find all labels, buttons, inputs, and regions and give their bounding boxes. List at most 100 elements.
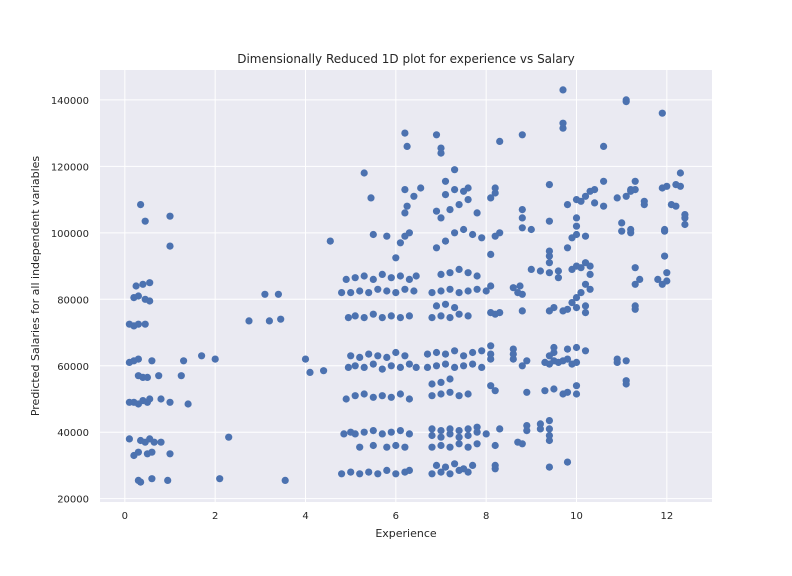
data-point (627, 225, 635, 234)
data-point (277, 315, 285, 323)
data-point (396, 239, 404, 247)
data-point (437, 427, 445, 435)
data-point (464, 425, 472, 433)
data-point (412, 363, 420, 371)
data-point (446, 269, 454, 277)
data-point (563, 388, 572, 396)
data-point (554, 274, 563, 282)
data-point (392, 289, 400, 297)
data-point (455, 433, 463, 441)
data-point (137, 201, 145, 209)
data-point (281, 476, 289, 484)
data-point (428, 392, 436, 400)
data-point (559, 124, 567, 132)
data-point (428, 470, 436, 478)
data-point (491, 184, 499, 192)
data-point (396, 272, 404, 280)
data-point (387, 428, 395, 436)
data-point (487, 350, 495, 358)
data-point (265, 317, 273, 325)
data-point (369, 310, 377, 318)
data-point (473, 209, 481, 217)
data-point (446, 314, 454, 322)
data-point (563, 458, 572, 466)
data-point (496, 309, 504, 317)
data-point (360, 169, 368, 177)
data-point (455, 265, 463, 273)
data-point (356, 287, 364, 295)
data-point (545, 425, 554, 433)
data-point (658, 109, 666, 117)
data-point (374, 352, 382, 360)
data-point (446, 388, 454, 396)
data-point (545, 463, 554, 471)
x-tick-label: 12 (660, 511, 673, 522)
data-point (157, 438, 165, 446)
data-point (487, 194, 495, 202)
data-point (437, 287, 445, 295)
data-point (148, 357, 156, 365)
data-point (180, 357, 188, 365)
data-point (403, 202, 411, 210)
data-point (396, 363, 404, 371)
data-point (577, 289, 585, 297)
data-point (464, 312, 472, 320)
x-tick-label: 8 (483, 511, 489, 522)
data-point (622, 377, 630, 385)
data-point (437, 312, 445, 320)
data-point (469, 360, 477, 368)
data-point (432, 461, 441, 469)
data-point (125, 435, 133, 443)
data-point (146, 279, 154, 287)
data-point (613, 355, 621, 363)
y-tick-label: 140000 (51, 96, 89, 107)
data-point (428, 443, 436, 451)
data-point (545, 252, 554, 260)
data-point (351, 274, 359, 282)
data-point (663, 269, 671, 277)
data-point (672, 202, 680, 210)
data-point (451, 347, 459, 355)
x-tick-label: 10 (570, 511, 583, 522)
y-tick-label: 60000 (57, 362, 89, 373)
data-point (148, 475, 156, 483)
data-point (417, 184, 425, 192)
data-point (491, 461, 499, 469)
data-point (177, 372, 185, 380)
data-point (132, 282, 140, 290)
data-point (518, 224, 526, 232)
data-point (464, 269, 472, 277)
data-point (487, 382, 495, 390)
data-point (432, 131, 441, 139)
data-point (403, 142, 411, 150)
data-point (326, 237, 334, 245)
data-point (401, 186, 409, 194)
data-point (618, 219, 626, 227)
chart-title: Dimensionally Reduced 1D plot for experi… (237, 52, 575, 66)
data-point (491, 189, 499, 197)
data-point (563, 244, 572, 252)
data-point (563, 355, 572, 363)
data-point (464, 184, 472, 192)
data-point (166, 242, 174, 250)
data-point (545, 436, 554, 445)
data-point (455, 289, 463, 297)
data-point (600, 177, 608, 185)
data-point (378, 430, 386, 438)
data-point (572, 382, 581, 390)
data-point (455, 440, 463, 448)
data-point (469, 461, 477, 469)
y-tick-label: 80000 (57, 295, 89, 306)
data-point (572, 304, 581, 312)
data-point (432, 244, 441, 252)
data-point (572, 390, 581, 398)
data-point (342, 395, 350, 403)
data-point (320, 367, 328, 375)
data-point (487, 282, 495, 290)
x-axis-ticks: 0 2 4 6 8 10 12 (122, 511, 674, 522)
data-point (405, 275, 413, 283)
data-point (378, 365, 386, 373)
data-point (410, 192, 418, 200)
data-point (545, 181, 554, 189)
data-point (509, 284, 517, 292)
